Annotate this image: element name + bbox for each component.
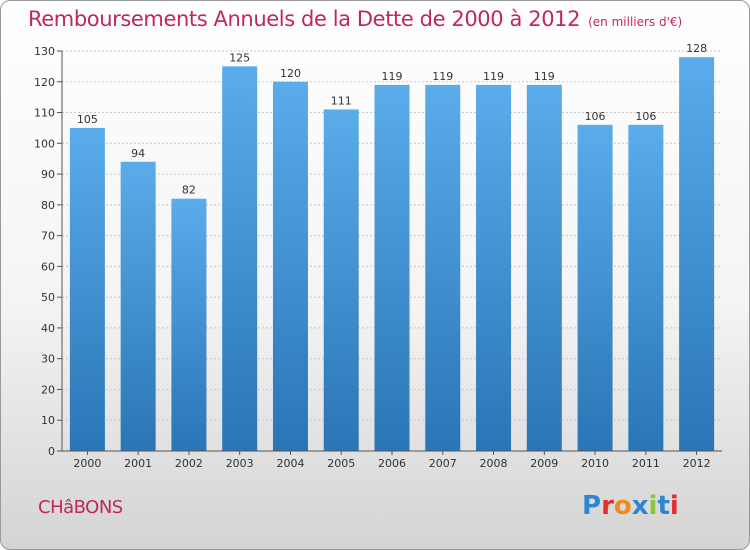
- x-tick-label-2002: 2002: [175, 457, 203, 470]
- data-label-2006: 119: [382, 70, 403, 83]
- y-tick-label: 120: [34, 76, 55, 89]
- logo-letter: t: [657, 491, 670, 521]
- x-tick-label-2012: 2012: [683, 457, 711, 470]
- data-label-2005: 111: [331, 94, 352, 107]
- x-tick-label-2005: 2005: [327, 457, 355, 470]
- y-tick-label: 30: [41, 353, 55, 366]
- bar-2011: [628, 124, 664, 451]
- y-tick-label: 20: [41, 383, 55, 396]
- logo-letter: r: [601, 491, 614, 521]
- bar-2007: [425, 84, 461, 451]
- y-tick-label: 40: [41, 322, 55, 335]
- x-tick-labels: 2000 2001 2002 2003 2004 2005 2006 2007 2008 2009…: [73, 457, 710, 470]
- y-tick-labels: 0 10 20 30 40 50 60 70 80 90 100 110 120 130: [34, 45, 55, 458]
- y-tick-label: 60: [41, 260, 55, 273]
- bar-2001: [120, 161, 156, 451]
- data-label-2007: 119: [432, 70, 453, 83]
- title-unit: (en milliers d'€): [588, 15, 683, 29]
- y-tick-label: 90: [41, 168, 55, 181]
- bar-2010: [577, 124, 613, 451]
- bar-2009: [526, 84, 562, 451]
- y-tick-label: 100: [34, 137, 55, 150]
- chart-title: Remboursements Annuels de la Dette de 20…: [28, 7, 682, 31]
- data-label-2001: 94: [131, 147, 145, 160]
- bar-2002: [171, 198, 207, 451]
- x-tick-label-2003: 2003: [226, 457, 254, 470]
- x-tick-label-2009: 2009: [530, 457, 558, 470]
- y-tick-label: 10: [41, 414, 55, 427]
- x-tick-label-2011: 2011: [632, 457, 660, 470]
- x-tick-label-2008: 2008: [480, 457, 508, 470]
- data-label-2002: 82: [182, 184, 196, 197]
- bars: [69, 57, 715, 452]
- data-label-2003: 125: [229, 51, 250, 64]
- y-tick-label: 0: [48, 445, 55, 458]
- town-name: CHâBONS: [38, 497, 123, 518]
- logo-letter: P: [582, 491, 602, 521]
- y-tick-label: 130: [34, 45, 55, 58]
- y-tick-label: 80: [41, 199, 55, 212]
- bar-2000: [69, 127, 105, 451]
- bar-2003: [222, 66, 258, 451]
- bar-2012: [679, 57, 715, 452]
- data-label-2009: 119: [534, 70, 555, 83]
- x-tick-label-2007: 2007: [429, 457, 457, 470]
- logo-letter: i: [669, 491, 679, 521]
- title-text: Remboursements Annuels de la Dette de 20…: [28, 7, 581, 31]
- x-tick-label-2006: 2006: [378, 457, 406, 470]
- data-label-2011: 106: [635, 110, 656, 123]
- bar-2004: [272, 81, 308, 452]
- data-label-2000: 105: [77, 113, 98, 126]
- x-tick-label-2000: 2000: [73, 457, 101, 470]
- axes: [61, 51, 722, 455]
- bar-2006: [374, 84, 410, 451]
- data-label-2012: 128: [686, 42, 707, 55]
- x-tick-label-2010: 2010: [581, 457, 609, 470]
- bar-2005: [323, 109, 359, 451]
- data-label-2010: 106: [585, 110, 606, 123]
- logo-letter: x: [631, 491, 649, 521]
- y-tick-label: 50: [41, 291, 55, 304]
- bar-2008: [476, 84, 512, 451]
- data-label-2008: 119: [483, 70, 504, 83]
- y-tick-label: 70: [41, 230, 55, 243]
- data-label-2004: 120: [280, 67, 301, 80]
- logo-letter: o: [613, 491, 632, 521]
- x-tick-label-2001: 2001: [124, 457, 152, 470]
- proxiti-logo: Proxiti: [582, 491, 679, 521]
- y-tick-label: 110: [34, 107, 55, 120]
- x-tick-label-2004: 2004: [276, 457, 304, 470]
- logo-letter: i: [648, 491, 658, 521]
- data-labels: 105 94 82 125 120 111 119 119 119 119 106 106 128: [77, 42, 707, 197]
